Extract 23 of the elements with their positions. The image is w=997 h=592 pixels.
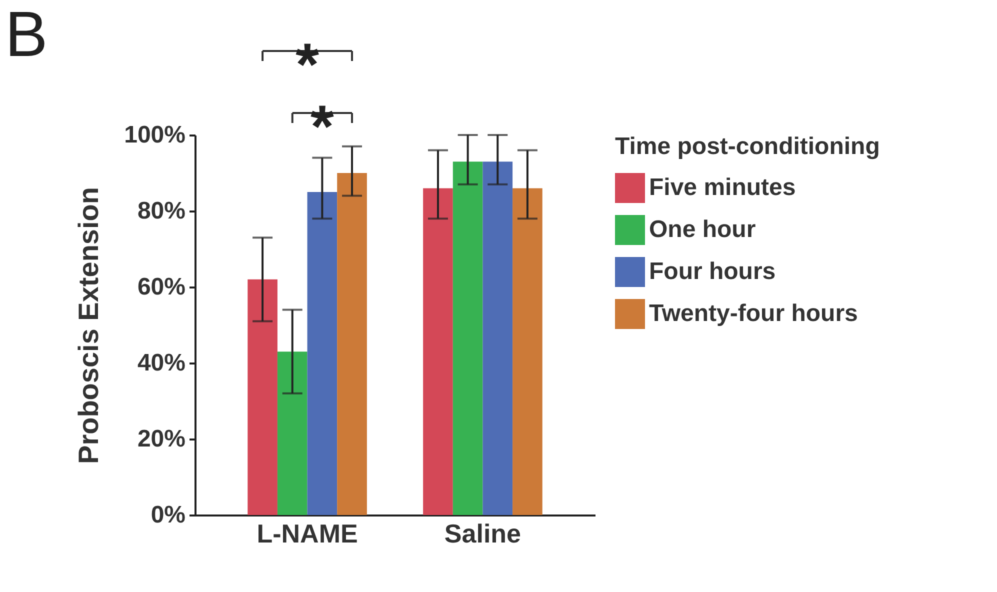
bar	[337, 173, 367, 515]
y-tick-label: 40%	[137, 350, 186, 376]
legend-label: Five minutes	[649, 174, 796, 201]
bar	[307, 192, 338, 515]
bar	[482, 162, 513, 515]
y-tick-label: 0%	[150, 502, 186, 528]
bar	[452, 162, 483, 515]
y-tick-label: 80%	[137, 198, 186, 224]
x-tick-label: L-NAME	[256, 518, 358, 548]
y-tick-label: 60%	[137, 274, 186, 300]
legend-label: Twenty-four hours	[649, 300, 858, 327]
bar	[512, 188, 542, 515]
text: B	[5, 0, 48, 70]
bar	[277, 352, 308, 515]
bar	[248, 279, 278, 515]
legend-title: Time post-conditioning	[615, 133, 880, 160]
legend-label: One hour	[649, 216, 756, 243]
x-tick-label: Saline	[444, 518, 522, 548]
y-tick-label: 20%	[137, 426, 186, 452]
y-tick-label: 100%	[124, 122, 186, 148]
y-axis-title: Proboscis Extension	[73, 187, 104, 464]
legend-label: Four hours	[649, 258, 776, 285]
bar	[423, 188, 453, 515]
